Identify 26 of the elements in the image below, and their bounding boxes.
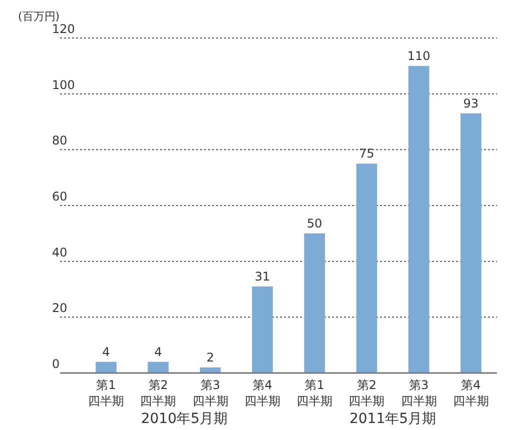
data-label: 93 <box>463 96 479 110</box>
data-label: 4 <box>102 344 110 359</box>
data-label: 75 <box>359 146 374 161</box>
data-label: 2 <box>206 350 214 364</box>
y-tick-label: 60 <box>52 190 68 204</box>
x-tick-label: 第1 四半期 <box>296 378 333 408</box>
x-tick-label: 第3 四半期 <box>400 378 437 408</box>
y-axis-title: (百万円) <box>18 10 60 23</box>
x-tick-label: 第2 四半期 <box>348 378 385 408</box>
x-tick-label: 第2 四半期 <box>140 378 176 408</box>
x-tick-label: 第3 四半期 <box>192 378 228 408</box>
y-tick-label: 120 <box>52 22 75 36</box>
data-label: 50 <box>306 216 322 230</box>
text: 2011年5月期 <box>349 411 436 427</box>
text: 2010年5月期 <box>140 411 228 427</box>
x-tick-label: 第1 四半期 <box>88 378 124 408</box>
data-label: 110 <box>407 48 430 63</box>
data-label: 4 <box>154 344 162 359</box>
y-tick-label: 100 <box>52 78 75 92</box>
y-tick-label: 0 <box>52 357 60 371</box>
x-tick-label: 第4 四半期 <box>452 378 489 408</box>
y-tick-label: 40 <box>52 245 68 260</box>
y-tick-label: 20 <box>52 301 68 316</box>
x-tick-label: 第4 四半期 <box>244 378 280 408</box>
y-tick-label: 80 <box>52 134 68 148</box>
data-label: 31 <box>254 269 270 284</box>
